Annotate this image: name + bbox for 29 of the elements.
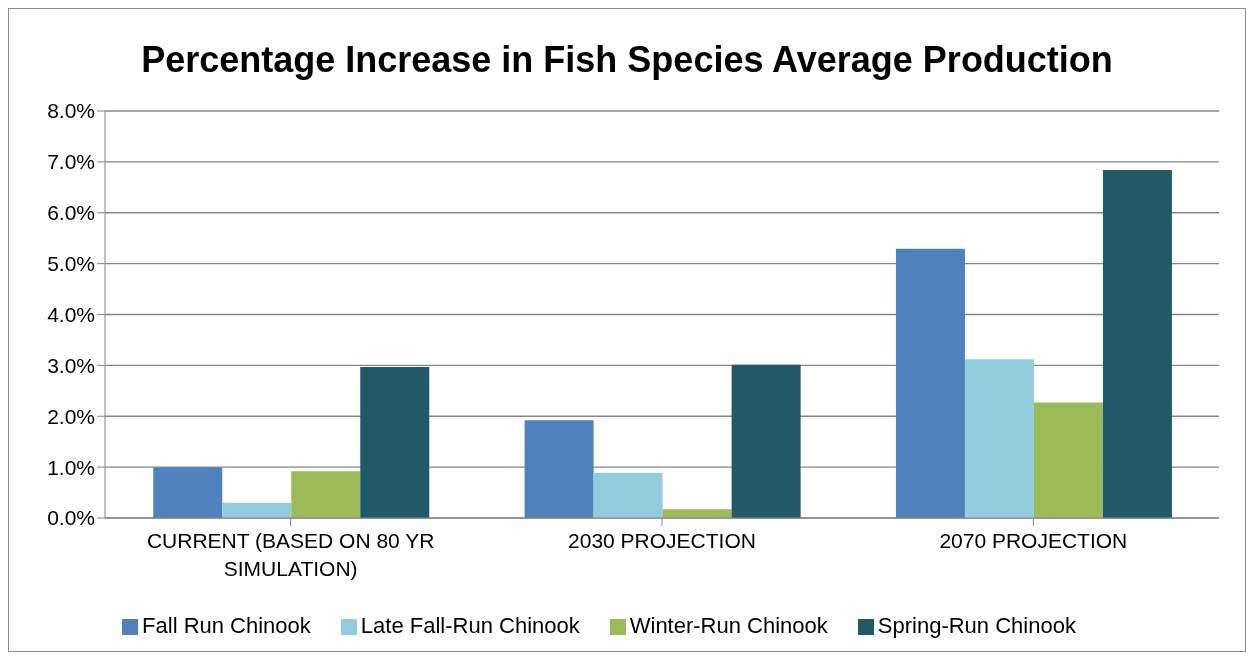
bar xyxy=(153,467,223,518)
x-tick-label: 2070 PROJECTION xyxy=(939,529,1128,552)
bar xyxy=(1102,170,1172,518)
bar xyxy=(1033,402,1103,518)
bar xyxy=(964,359,1034,518)
legend-label: Late Fall-Run Chinook xyxy=(360,613,580,638)
x-tick-label: CURRENT (BASED ON 80 YR SIMULATION) xyxy=(146,529,435,580)
y-tick-label: 6.0% xyxy=(47,201,95,225)
x-tick-label: 2030 PROJECTION xyxy=(568,529,756,552)
bar xyxy=(662,509,732,518)
legend-label: Spring-Run Chinook xyxy=(877,613,1076,638)
bar xyxy=(360,366,430,518)
y-tick-label: 0.0% xyxy=(47,506,95,530)
bar xyxy=(524,420,594,518)
y-tick-label: 8.0% xyxy=(47,99,95,123)
y-tick-label: 1.0% xyxy=(47,455,95,479)
bar xyxy=(222,502,292,518)
legend-label: Fall Run Chinook xyxy=(142,613,311,638)
chart-title: Percentage Increase in Fish Species Average Production xyxy=(140,39,1114,82)
bar xyxy=(593,472,663,518)
y-tick-label: 2.0% xyxy=(47,404,95,428)
bar xyxy=(291,471,361,518)
bar xyxy=(895,248,965,518)
y-tick-label: 7.0% xyxy=(47,150,95,174)
y-tick-label: 5.0% xyxy=(47,252,95,276)
y-tick-label: 4.0% xyxy=(47,302,95,326)
bar xyxy=(731,364,801,518)
legend-label: Winter-Run Chinook xyxy=(629,613,828,638)
y-tick-label: 3.0% xyxy=(47,353,95,377)
